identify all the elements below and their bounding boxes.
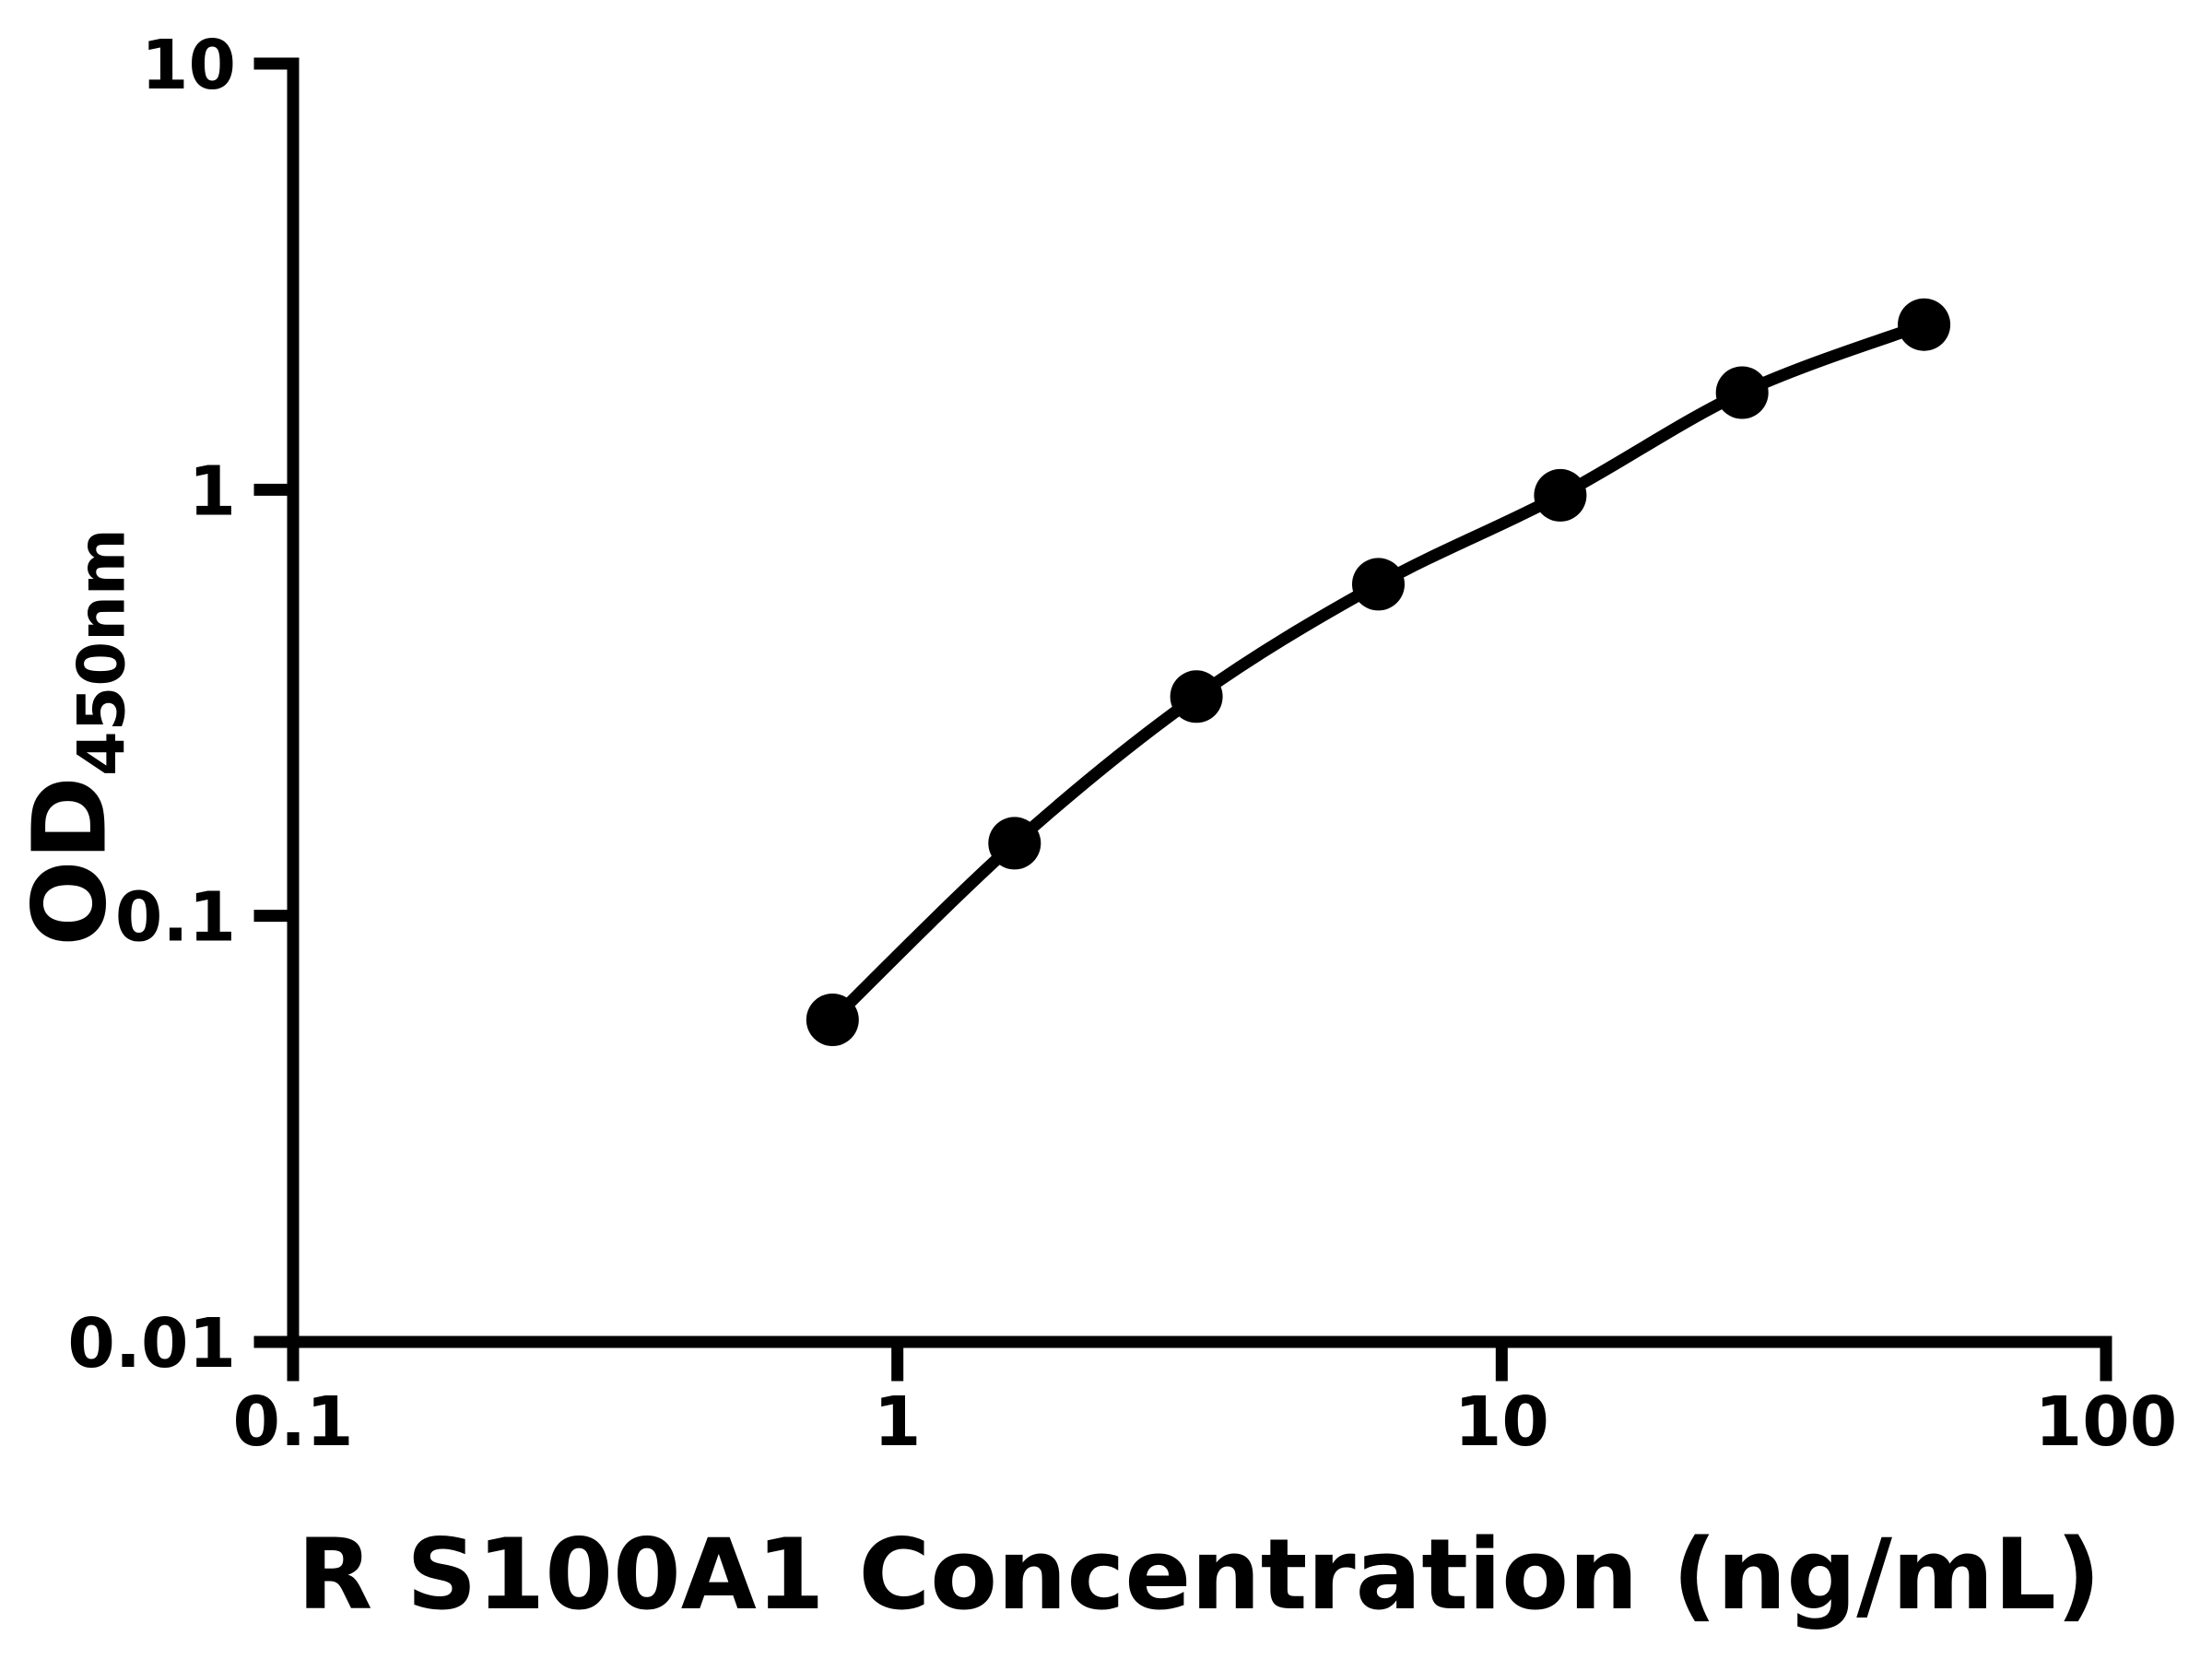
fit-curve xyxy=(826,318,1931,1026)
data-point-marker xyxy=(1352,558,1405,611)
y-axis-title-main: OD xyxy=(10,776,129,947)
x-axis-title: R S100A1 Concentration (ng/mL) xyxy=(297,1518,2101,1631)
x-tick-label: 100 xyxy=(2035,1382,2177,1462)
data-point-marker xyxy=(988,817,1041,870)
data-point-marker xyxy=(1170,670,1223,724)
data-point-marker xyxy=(806,994,859,1046)
x-tick-label: 10 xyxy=(1454,1382,1549,1462)
x-tick-label: 0.1 xyxy=(232,1382,353,1462)
y-tick-label: 10 xyxy=(141,26,236,105)
y-tick-label: 0.01 xyxy=(67,1304,236,1383)
y-axis-title: OD450nm xyxy=(11,528,140,947)
y-tick-label: 1 xyxy=(189,452,237,531)
y-tick-label: 0.1 xyxy=(115,878,236,958)
y-axis-title-sub: 450nm xyxy=(64,528,140,777)
data-point-marker xyxy=(1715,366,1769,419)
data-point-marker xyxy=(1898,298,1951,351)
x-tick-label: 1 xyxy=(874,1382,922,1462)
data-point-marker xyxy=(1534,468,1587,522)
